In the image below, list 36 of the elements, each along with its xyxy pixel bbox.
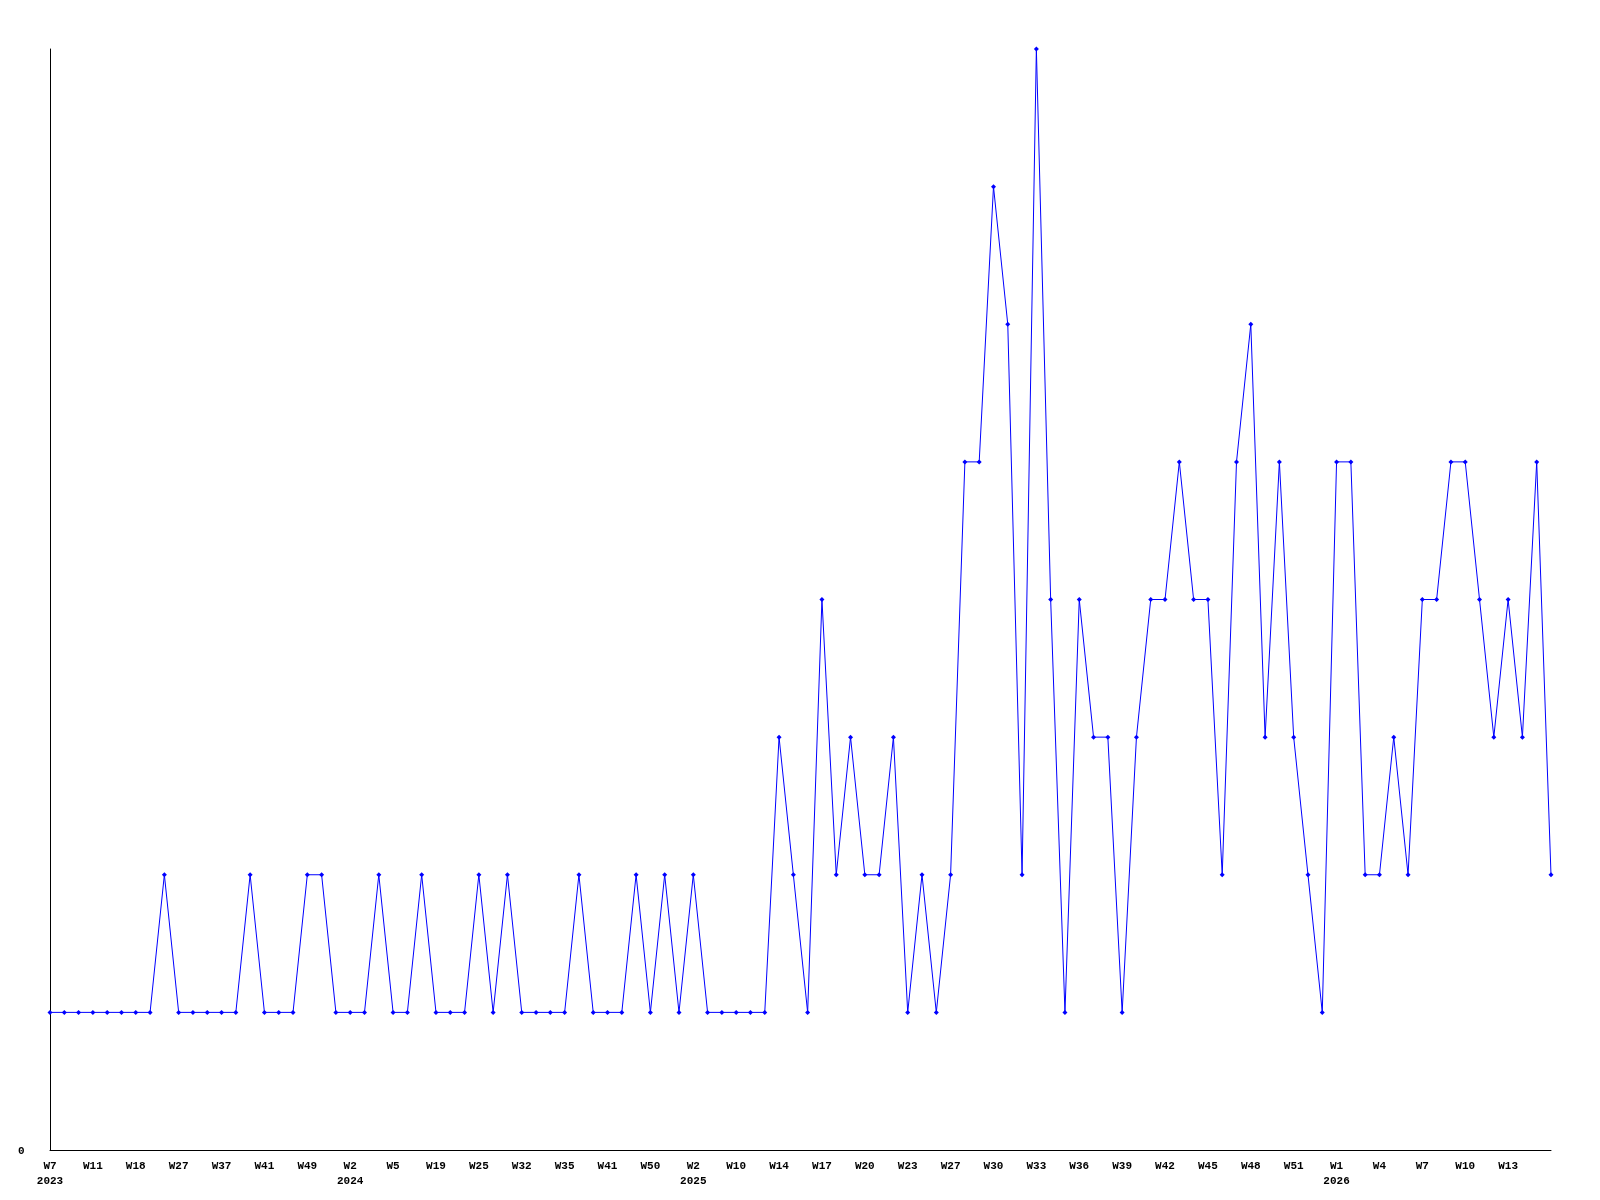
- x-tick-label: W23: [897, 1159, 919, 1172]
- x-tick-label: W5: [386, 1159, 401, 1172]
- x-tick-label: W7: [1415, 1159, 1429, 1172]
- x-tick-label: W27: [940, 1159, 961, 1172]
- x-tick-label: W13: [1498, 1159, 1519, 1172]
- x-tick-label: W7 2023: [36, 1159, 64, 1187]
- x-tick-label: W42: [1155, 1159, 1175, 1172]
- x-tick-label: W19: [426, 1159, 446, 1172]
- x-tick-label: W4: [1372, 1159, 1387, 1172]
- x-tick-label: W10: [726, 1159, 747, 1172]
- x-tick-label: W10: [1455, 1159, 1476, 1172]
- x-tick-label: W37: [211, 1159, 232, 1172]
- x-tick-label: W41: [254, 1159, 275, 1172]
- x-tick-label: W49: [297, 1159, 318, 1172]
- x-tick-label: W39: [1112, 1159, 1133, 1172]
- x-tick-label: W17: [812, 1159, 832, 1172]
- x-tick-label: W50: [640, 1159, 661, 1172]
- x-tick-label: W33: [1026, 1159, 1047, 1172]
- text: 0: [18, 1144, 25, 1157]
- x-tick-label: W2 2025: [680, 1159, 707, 1187]
- x-tick-label: W36: [1069, 1159, 1090, 1172]
- x-tick-label: W51: [1283, 1159, 1304, 1172]
- x-tick-label: W45: [1198, 1159, 1219, 1172]
- x-tick-label: W27: [168, 1159, 189, 1172]
- x-tick-label: W48: [1240, 1159, 1262, 1172]
- x-tick-label: W11: [82, 1159, 104, 1172]
- x-tick-label: W2 2024: [337, 1159, 364, 1187]
- x-tick-label: W18: [125, 1159, 147, 1172]
- x-tick-label: W41: [597, 1159, 618, 1172]
- x-tick-label: W32: [511, 1159, 532, 1172]
- x-tick-label: W14: [769, 1159, 790, 1172]
- x-tick-label: W1 2026: [1323, 1159, 1350, 1187]
- x-tick-label: W35: [554, 1159, 575, 1172]
- x-tick-label: W20: [854, 1159, 875, 1172]
- x-tick-label: W25: [468, 1159, 490, 1172]
- x-tick-label: W30: [983, 1159, 1004, 1172]
